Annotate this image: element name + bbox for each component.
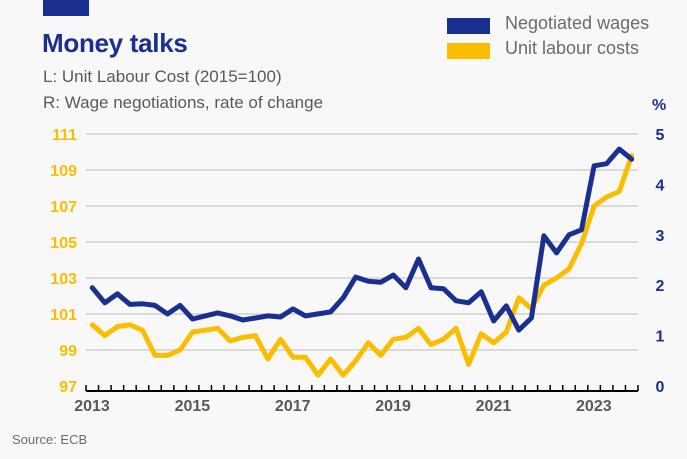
- legend-label-unit-labour-costs: Unit labour costs: [505, 38, 640, 58]
- x-axis-tick-label: 2013: [74, 398, 110, 415]
- legend-swatch-unit-labour-costs: [447, 43, 490, 59]
- right-axis-tick-label: 2: [656, 278, 665, 295]
- right-axis-tick-label: 0: [656, 379, 665, 396]
- right-axis-tick-label: 4: [656, 177, 665, 194]
- series-line-unit-labour-costs: [89, 153, 635, 378]
- x-axis-tick-label: 2015: [175, 398, 211, 415]
- subtitle-right-axis: R: Wage negotiations, rate of change: [43, 93, 324, 112]
- right-axis-tick-label: 5: [656, 127, 665, 144]
- right-axis-tick-label: 3: [656, 228, 665, 245]
- legend-label-negotiated-wages: Negotiated wages: [505, 13, 650, 33]
- legend-swatch-negotiated-wages: [447, 18, 490, 34]
- source-note: Source: ECB: [12, 432, 88, 447]
- left-axis-tick-label: 109: [50, 163, 77, 180]
- x-axis-tick-label: 2023: [576, 398, 612, 415]
- left-axis-tick-label: 99: [59, 343, 77, 360]
- x-axis-tick-label: 2021: [476, 398, 512, 415]
- x-axis-tick-label: 2017: [275, 398, 311, 415]
- left-axis-tick-label: 105: [50, 235, 77, 252]
- left-axis-tick-label: 111: [52, 127, 77, 144]
- left-axis-tick-label: 107: [50, 199, 77, 216]
- left-axis-tick-label: 101: [50, 307, 77, 324]
- left-axis-tick-label: 97: [59, 379, 77, 396]
- right-axis-tick-label: 1: [656, 329, 665, 346]
- x-axis-tick-label: 2019: [375, 398, 411, 415]
- right-axis-unit: %: [652, 97, 667, 114]
- chart-title: Money talks: [42, 28, 188, 58]
- brand-bar: [43, 0, 89, 16]
- left-axis-tick-label: 103: [50, 271, 77, 288]
- series-line-negotiated-wages: [89, 146, 635, 333]
- subtitle-left-axis: L: Unit Labour Cost (2015=100): [43, 67, 282, 86]
